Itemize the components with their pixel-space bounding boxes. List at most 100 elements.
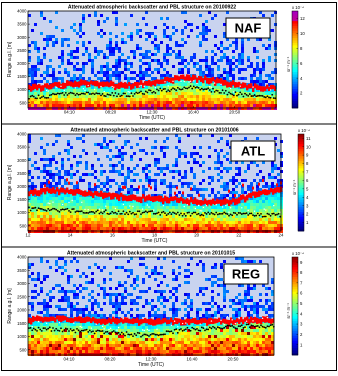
heat-cell: [124, 215, 127, 218]
heat-cell: [97, 215, 100, 218]
pbl-point-white: [252, 86, 253, 87]
heat-cell: [46, 335, 49, 338]
heat-cell: [229, 44, 232, 47]
heat-cell: [73, 197, 76, 200]
heat-cell: [88, 56, 91, 59]
heat-cell: [79, 221, 82, 224]
heat-cell: [37, 335, 40, 338]
heat-cell: [49, 230, 52, 233]
heat-cell: [217, 218, 220, 221]
heat-cell: [184, 332, 187, 335]
heat-cell: [199, 182, 202, 185]
heat-cell: [169, 215, 172, 218]
heat-cell: [271, 29, 274, 32]
heat-cell: [214, 194, 217, 197]
pbl-point: [238, 94, 240, 96]
heat-cell: [61, 164, 64, 167]
heat-cell: [157, 257, 160, 260]
heat-cell: [187, 95, 190, 98]
heat-cell: [238, 77, 241, 80]
heat-cell: [163, 335, 166, 338]
heat-cell: [265, 185, 268, 188]
heat-cell: [172, 176, 175, 179]
heat-cell: [43, 53, 46, 56]
heat-cell: [94, 176, 97, 179]
heat-cell: [46, 41, 49, 44]
heat-cell: [37, 338, 40, 341]
heat-cell: [127, 56, 130, 59]
heat-cell: [277, 179, 280, 182]
pbl-point: [140, 90, 142, 92]
heat-cell: [85, 335, 88, 338]
heat-cell: [34, 218, 37, 221]
pbl-point: [84, 93, 86, 95]
heat-cell: [223, 221, 226, 224]
heat-cell: [277, 167, 280, 170]
pbl-point: [164, 88, 166, 90]
colorbar-tick-label: 2: [306, 212, 309, 217]
pbl-point: [233, 212, 235, 214]
heat-cell: [43, 71, 46, 74]
pbl-point: [116, 213, 118, 215]
heat-cell: [169, 188, 172, 191]
heat-cell: [43, 305, 46, 308]
heat-cell: [43, 56, 46, 59]
heat-cell: [100, 314, 103, 317]
heat-cell: [136, 341, 139, 344]
heat-cell: [46, 275, 49, 278]
heat-cell: [130, 257, 133, 260]
heat-cell: [76, 347, 79, 350]
heat-cell: [139, 227, 142, 230]
heat-cell: [139, 221, 142, 224]
heat-cell: [151, 269, 154, 272]
heat-cell: [118, 308, 121, 311]
heat-cell: [91, 272, 94, 275]
heat-cell: [91, 341, 94, 344]
heat-cell: [166, 206, 169, 209]
heat-cell: [163, 311, 166, 314]
heat-cell: [199, 134, 202, 137]
heat-cell: [52, 203, 55, 206]
heat-cell: [73, 101, 76, 104]
pbl-point: [196, 213, 198, 215]
heat-cell: [52, 215, 55, 218]
pbl-point: [161, 90, 163, 92]
heat-cell: [37, 323, 40, 326]
heat-cell: [214, 104, 217, 107]
heat-cell: [94, 197, 97, 200]
heat-cell: [220, 98, 223, 101]
heat-cell: [262, 62, 265, 65]
heat-cell: [163, 215, 166, 218]
heat-cell: [70, 302, 73, 305]
heat-cell: [43, 230, 46, 233]
heat-cell: [262, 14, 265, 17]
heat-cell: [43, 197, 46, 200]
heat-cell: [205, 209, 208, 212]
heat-cell: [280, 206, 283, 209]
heat-cell: [88, 281, 91, 284]
heat-cell: [58, 170, 61, 173]
heat-cell: [115, 59, 118, 62]
heat-cell: [238, 173, 241, 176]
pbl-point: [247, 214, 249, 216]
pbl-point-white: [94, 89, 95, 90]
heat-cell: [58, 299, 61, 302]
heat-cell: [94, 230, 97, 233]
heat-cell: [31, 68, 34, 71]
pbl-point: [83, 93, 85, 95]
heat-cell: [124, 326, 127, 329]
heat-cell: [64, 101, 67, 104]
pbl-point: [79, 210, 81, 212]
heat-cell: [253, 98, 256, 101]
heat-cell: [124, 41, 127, 44]
heat-cell: [157, 326, 160, 329]
heat-cell: [118, 266, 121, 269]
heat-cell: [277, 173, 280, 176]
heat-cell: [208, 71, 211, 74]
heat-cell: [214, 227, 217, 230]
heat-cell: [121, 221, 124, 224]
heat-cell: [157, 284, 160, 287]
heat-cell: [205, 68, 208, 71]
pbl-point-white: [102, 209, 103, 210]
heat-cell: [148, 74, 151, 77]
